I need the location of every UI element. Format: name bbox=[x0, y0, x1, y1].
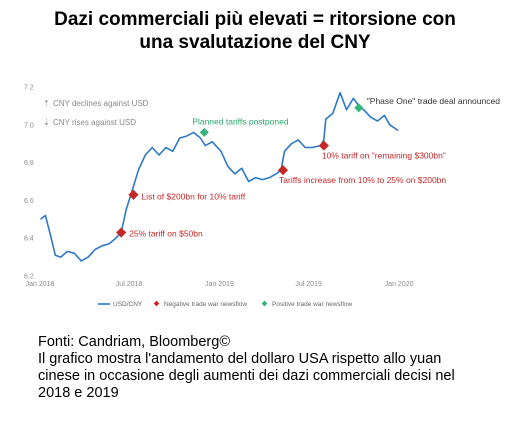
event-markers: 25% tariff on $50bn List of $200bn for 10… bbox=[116, 96, 500, 239]
x-tick-label: Jul 2019 bbox=[295, 281, 322, 288]
legend-entry-negative: Negative trade war newsflow bbox=[164, 301, 247, 308]
caption-line-3: 2018 e 2019 bbox=[38, 385, 119, 401]
event-label: Planned tariffs postponed bbox=[192, 116, 289, 126]
y-tick-label: 7.2 bbox=[24, 85, 34, 92]
event-label: "Phase One" trade deal announced bbox=[367, 96, 500, 106]
y-axis: 7.2 7.0 6.8 6.6 6.4 6.2 bbox=[24, 85, 34, 281]
axis-note-rises: CNY rises against USD bbox=[53, 118, 136, 127]
y-tick-label: 7.0 bbox=[24, 122, 34, 129]
negative-event-marker bbox=[318, 140, 329, 151]
positive-event-marker bbox=[199, 127, 209, 137]
y-tick-label: 6.2 bbox=[24, 274, 34, 281]
x-axis: Jan 2018 Jul 2018 Jan 2019 Jul 2019 Jan 2020 bbox=[26, 281, 414, 288]
event-label: Tariffs increase from 10% to 25% on $200… bbox=[279, 175, 446, 185]
legend-entry-usd-cny: USD/CNY bbox=[113, 301, 143, 308]
x-tick-label: Jan 2020 bbox=[385, 281, 414, 288]
usd-cny-chart: 7.27.06.86.66.46.2 Jan 2018 Jul 2018 Jan 2… bbox=[24, 85, 500, 309]
caption-line-1: Il grafico mostra l'andamento del dollar… bbox=[38, 351, 442, 367]
x-tick-label: Jan 2018 bbox=[26, 281, 55, 288]
legend-positive-marker bbox=[261, 300, 268, 307]
arrow-down-icon: ⇣ bbox=[43, 118, 50, 127]
caption: Fonti: Candriam, Bloomberg© Il grafico m… bbox=[38, 334, 498, 402]
x-tick-label: Jan 2019 bbox=[205, 281, 234, 288]
axis-notes: ⇡ CNY declines against USD ⇣ CNY rises a… bbox=[43, 99, 149, 127]
event-label: 10% tariff on "remaining $300bn" bbox=[322, 151, 446, 161]
y-tick-label: 6.6 bbox=[24, 198, 34, 205]
title-line-2: una svalutazione del CNY bbox=[139, 32, 371, 53]
caption-line-2: cinese in occasione degli aumenti dei da… bbox=[38, 368, 455, 384]
series-line-usd-cny bbox=[40, 91, 399, 262]
legend: USD/CNY Negative trade war newsflow Posi… bbox=[98, 300, 353, 308]
positive-event-marker bbox=[354, 103, 364, 113]
axis-note-declines: CNY declines against USD bbox=[53, 99, 149, 108]
y-tick-label: 6.4 bbox=[24, 236, 34, 243]
legend-entry-positive: Positive trade war newsflow bbox=[272, 301, 353, 308]
title-line-1: Dazi commerciali più elevati = ritorsion… bbox=[54, 9, 456, 30]
x-tick-label: Jul 2018 bbox=[116, 281, 143, 288]
arrow-up-icon: ⇡ bbox=[43, 99, 50, 108]
negative-event-marker bbox=[277, 165, 289, 176]
y-tick-label: 6.8 bbox=[24, 160, 34, 167]
caption-source: Fonti: Candriam, Bloomberg© bbox=[38, 334, 231, 350]
negative-event-marker bbox=[128, 189, 139, 200]
legend-negative-marker bbox=[153, 300, 160, 307]
event-label: 25% tariff on $50bn bbox=[129, 229, 203, 239]
chart-title: Dazi commerciali più elevati = ritorsion… bbox=[0, 8, 510, 54]
event-label: List of $200bn for 10% tariff bbox=[141, 192, 245, 202]
